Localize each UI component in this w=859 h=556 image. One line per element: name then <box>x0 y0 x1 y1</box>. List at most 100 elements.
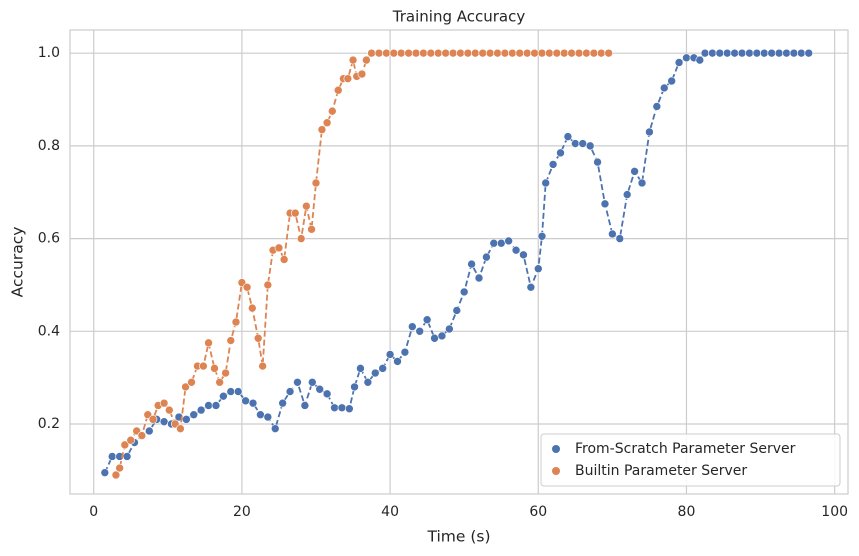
plot-frame <box>69 29 849 495</box>
data-point <box>459 287 469 297</box>
data-point <box>247 303 257 313</box>
x-axis-label: Time (s) <box>426 528 490 546</box>
data-point <box>419 48 428 58</box>
data-point <box>176 424 185 433</box>
data-point <box>270 424 280 433</box>
data-point <box>382 48 391 58</box>
data-point <box>219 391 228 401</box>
data-point <box>571 139 580 148</box>
data-point <box>533 264 543 274</box>
data-point <box>682 53 691 63</box>
y-tick-label: 0.2 <box>38 416 60 432</box>
data-point <box>797 48 806 58</box>
data-point <box>674 58 684 67</box>
data-point <box>226 336 236 345</box>
data-point <box>422 315 432 325</box>
data-point <box>556 148 565 158</box>
data-point <box>307 225 316 234</box>
data-point <box>445 324 454 334</box>
data-point <box>311 178 321 188</box>
data-point <box>279 255 289 264</box>
data-point <box>604 48 613 58</box>
chart-title: Training Accuracy <box>392 8 526 26</box>
legend-label: Builtin Parameter Server <box>575 463 747 479</box>
data-point <box>356 364 365 373</box>
data-point <box>204 338 213 348</box>
data-point <box>504 236 513 246</box>
x-tick-label: 0 <box>89 504 98 520</box>
data-point <box>559 48 569 58</box>
data-point <box>322 389 332 399</box>
data-point <box>263 280 273 290</box>
data-point <box>159 398 169 408</box>
data-point <box>563 132 573 141</box>
data-point <box>596 48 606 58</box>
x-tick-label: 20 <box>233 504 251 520</box>
data-point <box>122 452 132 461</box>
data-point <box>637 178 647 188</box>
data-point <box>526 282 536 292</box>
data-point <box>396 48 406 58</box>
x-tick-label: 60 <box>529 504 547 520</box>
data-point <box>537 231 547 241</box>
data-point <box>667 76 676 86</box>
y-tick-label: 0.8 <box>38 138 60 154</box>
data-point <box>415 326 425 336</box>
data-point <box>593 157 602 167</box>
data-point <box>552 48 562 58</box>
data-point <box>541 178 550 188</box>
data-point <box>337 403 347 413</box>
data-point <box>137 431 147 440</box>
y-axis-label: Accuracy <box>9 227 27 298</box>
data-point <box>196 405 206 415</box>
data-point <box>493 48 502 58</box>
data-point <box>215 377 224 387</box>
data-point <box>582 48 591 58</box>
data-point <box>253 333 263 343</box>
data-point <box>182 415 191 424</box>
data-point <box>164 405 174 415</box>
data-point <box>774 48 784 58</box>
data-point <box>120 440 130 450</box>
data-point <box>759 48 769 58</box>
data-point <box>315 384 325 394</box>
data-point <box>589 48 599 58</box>
data-point <box>722 48 732 58</box>
data-point <box>385 350 395 359</box>
data-point <box>210 364 219 373</box>
data-point <box>126 435 136 445</box>
data-point <box>482 252 491 262</box>
data-point <box>478 48 488 58</box>
data-point <box>578 139 588 148</box>
data-point <box>600 199 610 209</box>
data-point <box>400 347 410 357</box>
data-point <box>782 48 791 58</box>
data-point <box>241 396 250 406</box>
y-tick-label: 1.0 <box>38 45 60 61</box>
data-point <box>233 387 243 396</box>
data-point <box>343 74 353 83</box>
data-point <box>248 398 258 408</box>
data-point <box>474 273 484 283</box>
series-line <box>115 52 609 476</box>
data-point <box>441 48 450 58</box>
data-point <box>115 463 124 473</box>
data-point <box>189 410 199 420</box>
data-point <box>430 333 439 343</box>
data-point <box>107 452 117 461</box>
data-point <box>345 404 354 414</box>
data-point <box>652 102 662 111</box>
data-point <box>530 48 539 58</box>
data-point <box>467 259 476 269</box>
data-point <box>463 48 473 58</box>
data-point <box>350 382 359 392</box>
data-point <box>471 48 480 58</box>
data-point <box>348 55 358 65</box>
data-point <box>389 48 399 58</box>
data-point <box>327 106 337 116</box>
data-point <box>242 282 252 292</box>
data-point <box>293 377 302 387</box>
data-point <box>290 208 300 218</box>
data-point <box>226 387 236 396</box>
data-point <box>274 243 284 253</box>
